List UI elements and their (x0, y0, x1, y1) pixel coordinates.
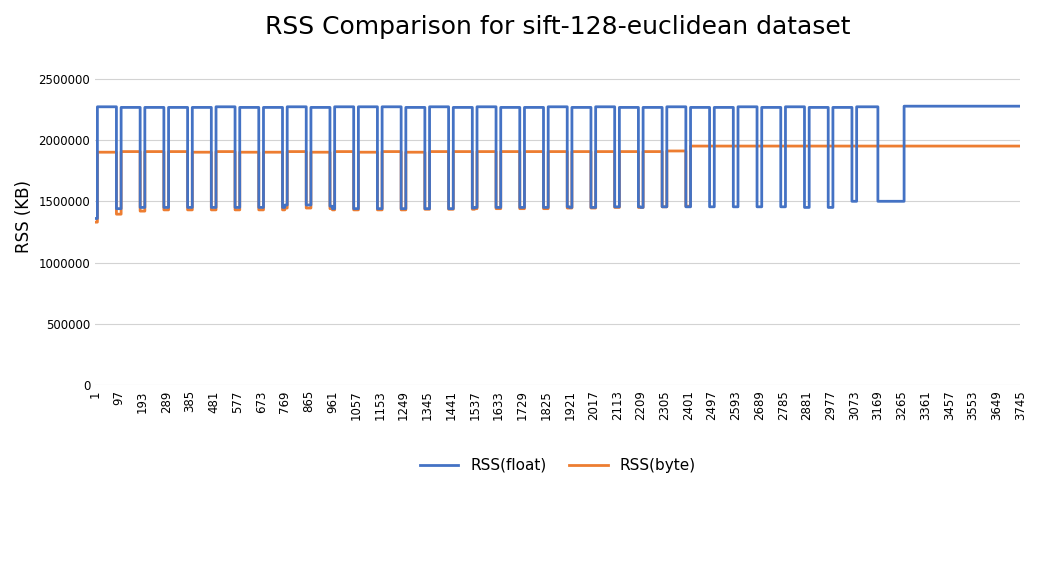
RSS(byte) (302, 205, 315, 211)
RSS(float) (566, 204, 578, 211)
Legend: RSS(float), RSS(byte): RSS(float), RSS(byte) (414, 452, 702, 479)
RSS(byte) (1014, 142, 1026, 149)
Line: RSS(byte): RSS(byte) (95, 146, 1020, 222)
RSS(float) (1014, 103, 1026, 109)
RSS(float) (300, 103, 313, 110)
RSS(float) (89, 215, 101, 222)
RSS(byte) (685, 142, 697, 149)
RSS(float) (872, 198, 885, 205)
RSS(byte) (587, 205, 599, 211)
RSS(byte) (302, 205, 315, 211)
RSS(byte) (611, 204, 623, 211)
Title: RSS Comparison for sift-128-euclidean dataset: RSS Comparison for sift-128-euclidean da… (265, 15, 850, 39)
RSS(byte) (540, 205, 552, 212)
Y-axis label: RSS (KB): RSS (KB) (15, 180, 33, 253)
Line: RSS(float): RSS(float) (95, 106, 1020, 218)
RSS(float) (751, 203, 764, 210)
RSS(byte) (471, 205, 483, 212)
RSS(float) (490, 103, 502, 110)
RSS(byte) (89, 219, 101, 226)
RSS(float) (514, 104, 526, 111)
RSS(float) (898, 103, 911, 109)
